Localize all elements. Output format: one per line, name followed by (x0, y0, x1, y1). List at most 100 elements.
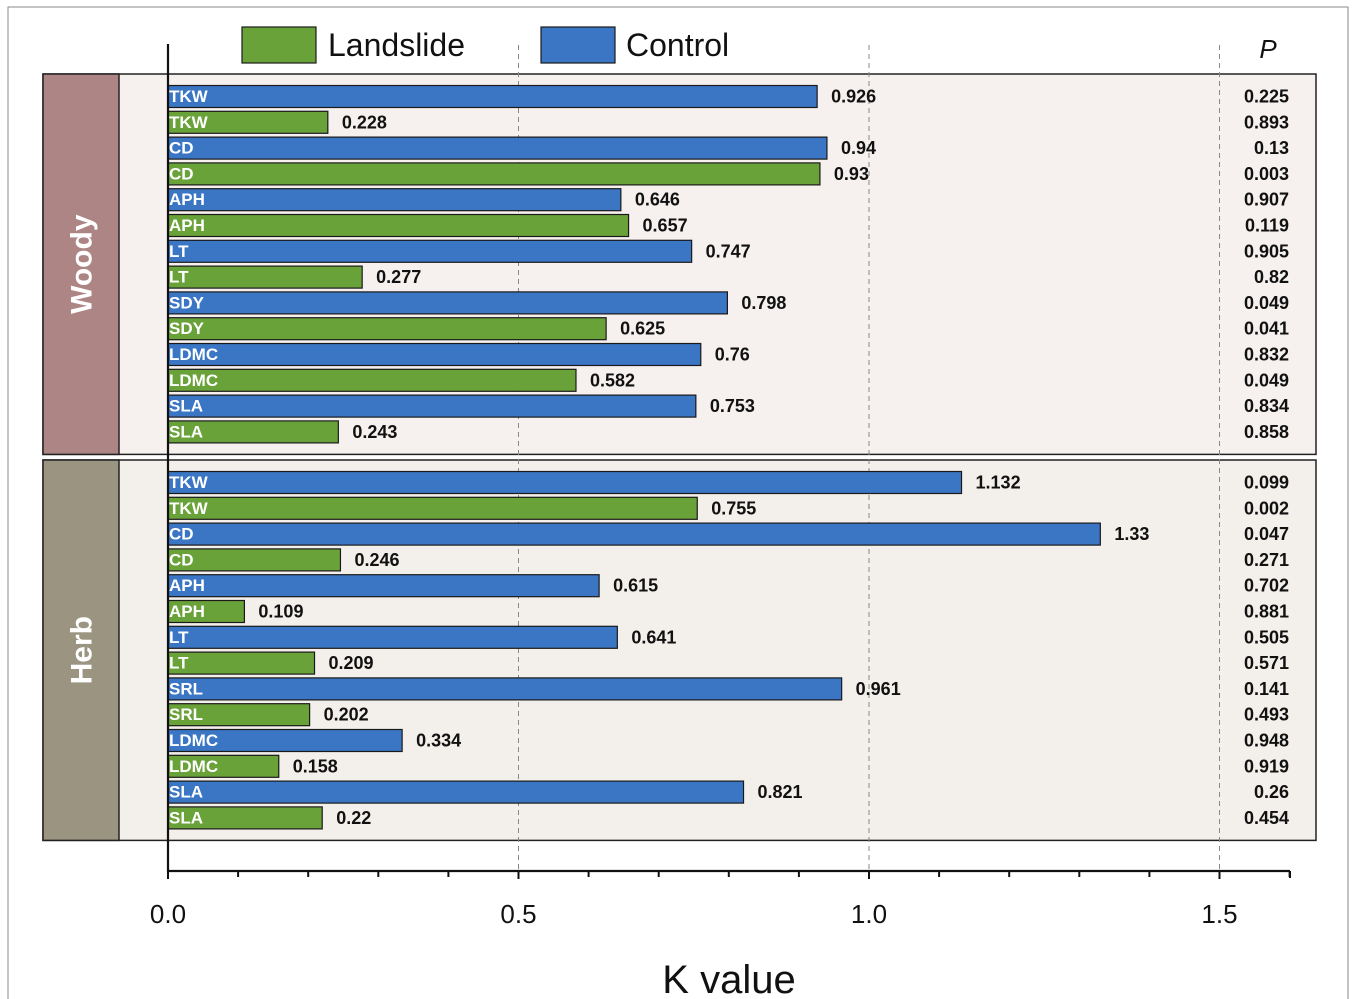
p-value-label: 0.834 (1244, 396, 1289, 416)
bar-value-label: 0.657 (643, 216, 688, 236)
bar-trait-label: LDMC (169, 371, 218, 390)
bar-trait-label: SLA (169, 808, 203, 827)
bar-herb-srl-control (167, 677, 843, 701)
bar-value-label: 0.228 (342, 112, 387, 132)
bar-trait-label: SDY (169, 293, 205, 312)
bar-trait-label: SLA (169, 422, 203, 441)
x-tick-label: 0.5 (500, 899, 536, 929)
bar-value-label: 1.132 (976, 473, 1021, 493)
bar-value-label: 0.22 (336, 808, 371, 828)
bar-herb-cd-control (167, 522, 1101, 546)
p-value-label: 0.271 (1244, 550, 1289, 570)
bar-woody-ldmc-control (167, 342, 702, 367)
bar-trait-label: TKW (169, 113, 209, 132)
bar-trait-label: LT (169, 628, 189, 647)
p-value-label: 0.82 (1254, 267, 1289, 287)
bars: TKW 0.926 0.225 TKW 0.228 0.893 CD 0.94 0.13 CD 0.… (167, 84, 1289, 830)
p-value-label: 0.041 (1244, 319, 1289, 339)
figure-border (7, 6, 1349, 999)
p-value-label: 0.702 (1244, 576, 1289, 596)
bar-trait-label: APH (169, 602, 205, 621)
bar-trait-label: TKW (169, 473, 209, 492)
bar-value-label: 0.334 (416, 731, 461, 751)
bar-woody-lt-control (167, 239, 693, 263)
group-label-box-woody (42, 73, 120, 456)
bar-value-label: 0.582 (590, 370, 635, 390)
p-value-label: 0.907 (1244, 190, 1289, 210)
p-value-label: 0.505 (1244, 627, 1289, 647)
bar-trait-label: SLA (169, 783, 203, 802)
bar-value-label: 0.109 (258, 602, 303, 622)
bar-woody-lt-landslide (167, 265, 363, 289)
bar-value-label: 1.33 (1114, 524, 1149, 544)
bar-value-label: 0.625 (620, 319, 665, 339)
bar-value-label: 0.646 (635, 190, 680, 210)
p-value-label: 0.832 (1244, 345, 1289, 365)
x-tick-label: 0.0 (150, 899, 186, 929)
p-value-label: 0.571 (1244, 653, 1289, 673)
p-value-label: 0.141 (1244, 679, 1289, 699)
bar-herb-tkw-control (167, 470, 963, 495)
bar-trait-label: CD (169, 164, 194, 183)
bar-herb-aph-control (167, 574, 600, 598)
bar-trait-label: SLA (169, 397, 203, 416)
bar-trait-label: APH (169, 190, 205, 209)
bar-woody-aph-control (167, 188, 622, 212)
bar-woody-cd-landslide (167, 162, 821, 186)
legend-label-control: Control (626, 27, 729, 63)
bar-trait-label: APH (169, 576, 205, 595)
p-value-label: 0.049 (1244, 293, 1289, 313)
p-value-label: 0.493 (1244, 705, 1289, 725)
p-value-label: 0.049 (1244, 370, 1289, 390)
p-value-label: 0.893 (1244, 112, 1289, 132)
p-value-label: 0.26 (1254, 782, 1289, 802)
x-axis-title: K value (662, 958, 795, 999)
legend-swatch-landslide (241, 26, 317, 64)
bar-value-label: 0.277 (376, 267, 421, 287)
bar-woody-ldmc-landslide (167, 368, 577, 392)
bar-herb-sla-control (167, 780, 745, 804)
p-value-label: 0.099 (1244, 473, 1289, 493)
bar-woody-sla-control (167, 394, 697, 418)
p-value-label: 0.948 (1244, 731, 1289, 751)
bar-woody-sdy-control (167, 291, 728, 315)
axes: 0.0 0.5 1.0 1.5 K value (150, 44, 1291, 999)
p-value-label: 0.13 (1254, 138, 1289, 158)
bar-value-label: 0.94 (841, 138, 876, 158)
group-label-box-herb (42, 459, 120, 842)
bar-woody-cd-control (167, 136, 828, 160)
bar-trait-label: TKW (169, 499, 209, 518)
bar-trait-label: CD (169, 525, 194, 544)
bar-value-label: 0.246 (354, 550, 399, 570)
group-label-herb: Herb (66, 616, 99, 684)
legend: Landslide Control P (241, 26, 1277, 64)
bar-trait-label: LDMC (169, 757, 218, 776)
bar-trait-label: SRL (169, 679, 203, 698)
p-value-label: 0.225 (1244, 87, 1289, 107)
p-value-label: 0.454 (1244, 808, 1289, 828)
x-tick-label: 1.5 (1201, 899, 1237, 929)
p-value-label: 0.119 (1245, 216, 1289, 236)
p-value-label: 0.881 (1244, 602, 1289, 622)
bar-trait-label: LT (169, 654, 189, 673)
bar-value-label: 0.747 (706, 241, 751, 261)
bar-value-label: 0.243 (352, 422, 397, 442)
bar-value-label: 0.202 (324, 705, 369, 725)
p-column-header: P (1259, 34, 1277, 64)
bar-trait-label: LT (169, 242, 189, 261)
bar-value-label: 0.158 (293, 756, 338, 776)
p-value-label: 0.905 (1244, 241, 1289, 261)
bar-trait-label: LDMC (169, 731, 218, 750)
bar-trait-label: SDY (169, 319, 205, 338)
bar-value-label: 0.641 (631, 627, 676, 647)
bar-value-label: 0.93 (834, 164, 869, 184)
bar-trait-label: APH (169, 216, 205, 235)
bar-value-label: 0.926 (831, 87, 876, 107)
bar-value-label: 0.821 (758, 782, 803, 802)
group-label-woody: Woody (66, 214, 99, 314)
bar-herb-cd-landslide (167, 548, 342, 572)
bar-value-label: 0.615 (613, 576, 658, 596)
bar-woody-sdy-landslide (167, 317, 607, 341)
